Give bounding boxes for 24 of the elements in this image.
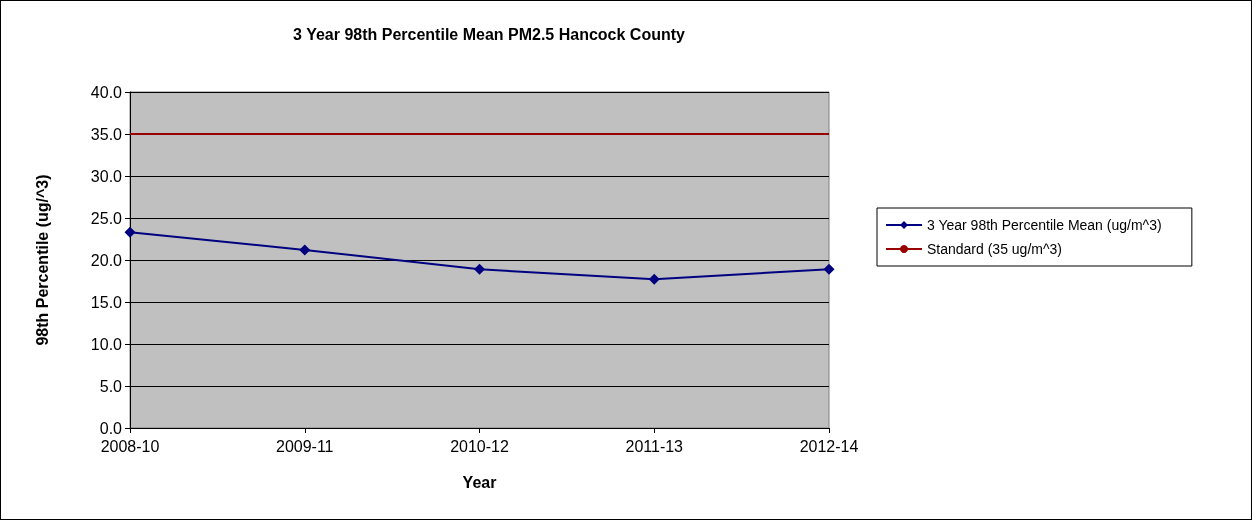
point [299,244,311,256]
y-tick-label: 15.0 [90,293,123,311]
x-tick-label: 2010-12 [450,437,509,455]
x-tick-label: 2009-11 [275,437,334,455]
legend-label: Standard (35 ug/m^3) [927,241,1062,257]
x-tick-label: 2008-10 [100,437,160,455]
y-tick-label: 5.0 [99,377,123,395]
y-tick-label: 20.0 [90,251,123,269]
y-tick-label: 40.0 [90,83,123,101]
point [124,226,136,238]
y-tick-label: 25.0 [90,209,123,227]
y-tick-label: 30.0 [90,167,123,185]
x-axis-title: Year [462,473,497,491]
point [648,273,660,285]
x-tick-label: 2011-13 [625,437,684,455]
y-tick-label: 10.0 [90,335,123,353]
point [823,263,835,275]
x-tick-label: 2012-14 [799,437,859,455]
y-tick-label: 0.0 [99,419,123,437]
y-tick-label: 35.0 [90,125,123,143]
legend-label: 3 Year 98th Percentile Mean (ug/m^3) [927,217,1162,233]
y-axis-title: 98th Percentile (ug/^3) [33,174,51,346]
chart-title: 3 Year 98th Percentile Mean PM2.5 Hancock County [293,25,686,43]
point [474,263,485,275]
